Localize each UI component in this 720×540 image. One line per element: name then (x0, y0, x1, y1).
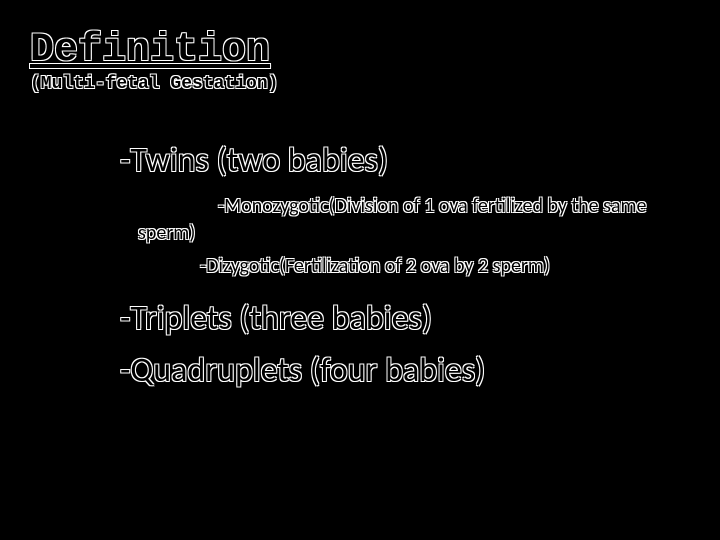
twins-subitems: -Monozygotic(Division of 1 ova fertilize… (120, 193, 680, 280)
bullet-dizygotic: -Dizygotic(Fertilization of 2 ova by 2 s… (120, 253, 680, 280)
bullet-monozygotic: -Monozygotic(Division of 1 ova fertilize… (120, 193, 680, 247)
title-block: Definition (Multi-fetal Gestation) (30, 30, 278, 94)
bullet-triplets: -Triplets (three babies) (120, 298, 680, 341)
bullet-twins: -Twins (two babies) (120, 140, 680, 183)
slide: Definition (Multi-fetal Gestation) -Twin… (0, 0, 720, 540)
slide-subtitle: (Multi-fetal Gestation) (30, 74, 278, 94)
bullet-quadruplets: -Quadruplets (four babies) (120, 350, 680, 393)
content-body: -Twins (two babies) -Monozygotic(Divisio… (120, 140, 680, 403)
slide-title: Definition (30, 30, 278, 72)
